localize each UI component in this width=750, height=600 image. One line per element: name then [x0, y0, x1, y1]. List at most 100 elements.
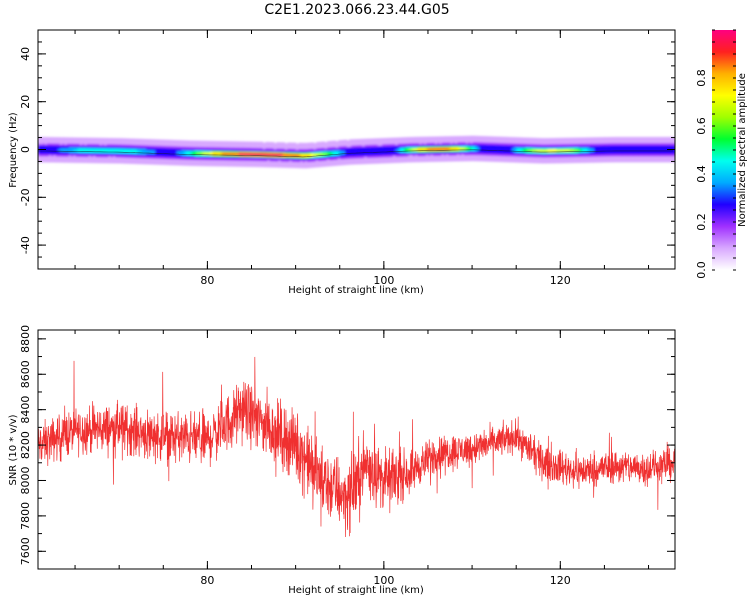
- spectrogram-cell: [289, 162, 293, 165]
- spectrogram-cell: [419, 142, 423, 145]
- spectrogram-cell: [296, 145, 299, 147]
- spectrogram-cell: [223, 161, 227, 163]
- spectrogram-cell: [474, 150, 478, 152]
- spectrogram-cell: [214, 144, 218, 147]
- spectrogram-cell: [410, 158, 414, 160]
- spectrogram-cell: [79, 154, 83, 156]
- spectrogram-cell: [106, 148, 110, 151]
- spectrogram-cell: [176, 156, 180, 159]
- spectrogram-cell: [324, 153, 328, 155]
- spectrogram-cell: [355, 153, 359, 155]
- spectrogram-cell: [435, 142, 438, 144]
- spectrogram-cell: [560, 140, 564, 142]
- spectrogram-cell: [274, 148, 277, 150]
- spectrogram-cell: [44, 148, 48, 151]
- spectrogram-cell: [439, 138, 443, 141]
- spectrogram-cell: [534, 158, 538, 160]
- spectrogram-cell: [218, 158, 222, 161]
- spectrogram-cell: [154, 147, 158, 150]
- spectrogram-cell: [187, 160, 191, 163]
- spectrogram-cell: [108, 152, 112, 154]
- spectrogram-cell: [516, 152, 520, 155]
- spectrogram-cell: [298, 163, 302, 165]
- spectrogram-cell: [309, 162, 313, 165]
- spectrogram-cell: [207, 164, 211, 167]
- spectrogram-cell: [225, 149, 229, 152]
- spectrogram-cell: [205, 145, 209, 148]
- spectrogram-cell: [558, 160, 562, 163]
- spectrogram-cell: [214, 163, 218, 166]
- spectrogram-cell: [185, 141, 189, 144]
- spectrogram-cell: [496, 150, 500, 153]
- spectrogram-cell: [450, 156, 454, 158]
- spectrogram-cell: [540, 145, 544, 147]
- spectrogram-cell: [313, 151, 317, 154]
- spectrogram-cell: [300, 149, 304, 152]
- spectrogram-cell: [463, 138, 467, 140]
- spectrogram-cell: [130, 149, 134, 151]
- spectrogram-cell: [46, 158, 50, 161]
- spectrogram-cell: [73, 160, 77, 162]
- spectrogram-cell: [516, 161, 520, 163]
- spectrogram-cell: [393, 141, 396, 143]
- spectrogram-cell: [57, 145, 61, 148]
- spectrogram-cell: [448, 142, 452, 144]
- spectrogram-cell: [53, 157, 57, 159]
- spectrogram-cell: [450, 144, 454, 147]
- spectrogram-cell: [498, 155, 502, 158]
- spectrogram-cell: [362, 157, 366, 160]
- spectrogram-cell: [148, 143, 152, 146]
- spectrogram-cell: [463, 153, 467, 156]
- spectrogram-cell: [84, 147, 88, 149]
- spectrogram-cell: [68, 138, 72, 141]
- spectrogram-cell: [205, 157, 209, 160]
- spectrogram-cell: [223, 142, 227, 144]
- spectrogram-cell: [556, 139, 560, 141]
- spectrogram-cell: [203, 159, 207, 162]
- spectrogram-cell: [53, 143, 57, 145]
- spectrogram-cell: [518, 155, 522, 157]
- spectrogram-cell: [428, 148, 432, 151]
- spectrogram-cell: [390, 147, 394, 149]
- spectrogram-cell: [346, 146, 350, 149]
- spectrogram-cell: [44, 144, 48, 146]
- spectrogram-cell: [435, 154, 438, 156]
- spectrogram-cell: [461, 146, 465, 149]
- spectrogram-cell: [408, 159, 412, 162]
- spectrogram-cell: [104, 161, 107, 164]
- spectrogram-cell: [516, 138, 520, 140]
- spectrogram-cell: [73, 152, 77, 155]
- spectrogram-cell: [121, 139, 125, 141]
- spectrogram-cell: [112, 138, 116, 140]
- spectrogram-cell: [395, 149, 399, 151]
- spectrogram-cell: [527, 160, 531, 162]
- spectrogram-cell: [38, 157, 41, 159]
- spectrogram-cell: [196, 149, 200, 151]
- spectrogram-cell: [326, 150, 330, 153]
- spectrogram-cell: [86, 153, 90, 155]
- spectrogram-cell: [428, 141, 432, 143]
- spectrogram-cell: [503, 152, 507, 154]
- spectrogram-cell: [562, 159, 566, 161]
- spectrogram-cell: [562, 158, 566, 160]
- spectrogram-cell: [282, 159, 286, 161]
- spectrogram-cell: [322, 158, 326, 160]
- spectrogram-cell: [82, 159, 85, 161]
- spectrogram-cell: [97, 155, 101, 158]
- spectrogram-cell: [521, 157, 524, 160]
- spectrogram-cell: [289, 146, 293, 148]
- spectrogram-cell: [64, 158, 68, 161]
- spectrogram-cell: [159, 139, 163, 142]
- spectrogram-cell: [148, 163, 152, 165]
- spectrogram-cell: [88, 144, 92, 147]
- spectrogram-cell: [298, 166, 302, 169]
- spectrogram-cell: [190, 163, 193, 165]
- spectrogram-cell: [516, 156, 520, 158]
- spectrogram-cell: [476, 151, 480, 153]
- spectrogram-cell: [216, 143, 220, 145]
- spectrogram-cell: [476, 159, 480, 162]
- spectrogram-cell: [77, 161, 81, 163]
- spectrogram-cell: [104, 147, 107, 149]
- spectrogram-cell: [474, 137, 478, 139]
- spectrogram-cell: [95, 143, 99, 146]
